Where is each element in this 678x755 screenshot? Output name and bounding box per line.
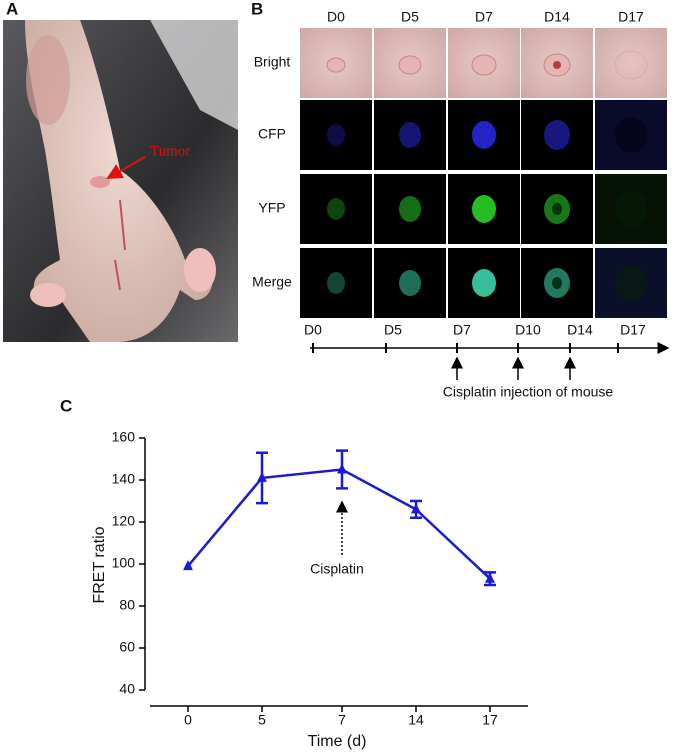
data-point bbox=[257, 471, 267, 482]
x-tick-label: 5 bbox=[258, 712, 266, 728]
fluor-core bbox=[552, 277, 562, 289]
data-point bbox=[337, 463, 347, 474]
fluor-spot bbox=[327, 124, 345, 146]
timeline-label: D7 bbox=[453, 322, 471, 338]
timeline-label: D5 bbox=[384, 322, 402, 338]
x-axis-title: Time (d) bbox=[308, 733, 367, 750]
data-point bbox=[485, 572, 495, 583]
fluor-spot bbox=[399, 270, 421, 296]
panel-label: C bbox=[60, 396, 72, 415]
column-label: D0 bbox=[327, 9, 345, 25]
fluor-spot bbox=[615, 191, 647, 227]
fluor-spot bbox=[399, 196, 421, 222]
timeline-label: D14 bbox=[567, 322, 593, 338]
y-tick-label: 80 bbox=[119, 597, 135, 613]
x-tick-label: 7 bbox=[338, 712, 346, 728]
panel-label: A bbox=[6, 0, 18, 18]
fluor-spot bbox=[615, 265, 647, 301]
x-tick-label: 14 bbox=[408, 712, 424, 728]
row-label: Merge bbox=[252, 274, 292, 290]
annotation: Cisplatin bbox=[310, 561, 364, 577]
timeline-label: D17 bbox=[620, 322, 646, 338]
x-tick-label: 17 bbox=[482, 712, 498, 728]
fluor-spot bbox=[615, 117, 647, 153]
y-tick-label: 60 bbox=[119, 639, 135, 655]
row-label: Bright bbox=[254, 54, 291, 70]
y-tick-label: 120 bbox=[112, 513, 136, 529]
fluor-spot bbox=[472, 195, 496, 223]
tumor-arrow bbox=[106, 156, 146, 179]
column-label: D14 bbox=[544, 9, 570, 25]
timeline-caption: Cisplatin injection of mouse bbox=[443, 384, 614, 400]
column-label: D7 bbox=[475, 9, 493, 25]
row-label: CFP bbox=[258, 126, 286, 142]
panel-label: B bbox=[251, 0, 263, 18]
y-tick-label: 40 bbox=[119, 681, 135, 697]
tumor-bump bbox=[398, 55, 422, 75]
x-tick-label: 0 bbox=[184, 712, 192, 728]
y-axis-title: FRET ratio bbox=[91, 526, 108, 603]
column-label: D5 bbox=[401, 9, 419, 25]
y-tick-label: 100 bbox=[112, 555, 136, 571]
fluor-spot bbox=[544, 120, 570, 150]
y-tick-label: 140 bbox=[112, 471, 136, 487]
column-label: D17 bbox=[618, 9, 644, 25]
timeline-label: D10 bbox=[515, 322, 541, 338]
row-label: YFP bbox=[258, 200, 285, 216]
timeline-label: D0 bbox=[304, 322, 322, 338]
tumor-bump bbox=[614, 50, 648, 80]
tumor-bump bbox=[471, 54, 497, 76]
fluor-spot bbox=[472, 269, 496, 297]
data-point bbox=[411, 503, 421, 514]
fluor-spot bbox=[472, 121, 496, 149]
fluor-spot bbox=[327, 198, 345, 220]
fluor-spot bbox=[327, 272, 345, 294]
fluor-core bbox=[552, 203, 562, 215]
lesion bbox=[553, 61, 561, 69]
tumor-bump bbox=[326, 57, 346, 73]
bright-image bbox=[595, 28, 667, 98]
fluor-spot bbox=[399, 122, 421, 148]
data-point bbox=[183, 560, 193, 571]
y-tick-label: 160 bbox=[112, 429, 136, 445]
mouse-photo bbox=[3, 20, 238, 342]
tumor-label: Tumor bbox=[150, 143, 190, 159]
